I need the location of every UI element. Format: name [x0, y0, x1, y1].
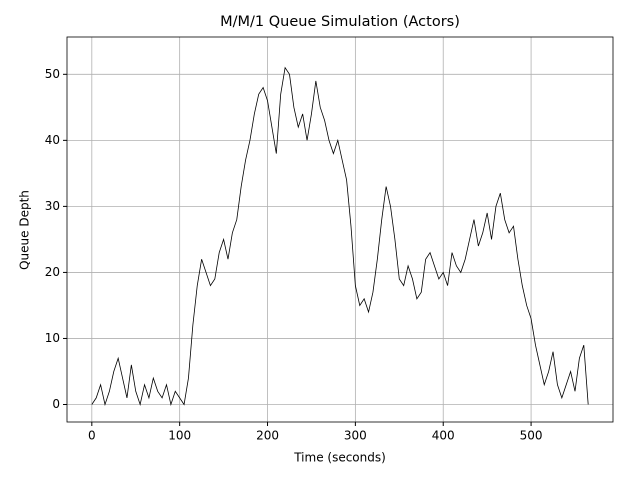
y-tick-label: 10	[45, 331, 60, 345]
x-tick-label: 400	[432, 429, 455, 443]
x-tick-label: 100	[168, 429, 191, 443]
y-tick-label: 50	[45, 67, 60, 81]
y-tick-label: 40	[45, 133, 60, 147]
y-axis-label: Queue Depth	[18, 190, 32, 270]
x-tick-label: 0	[88, 429, 96, 443]
x-tick-label: 300	[344, 429, 367, 443]
x-tick-label: 200	[256, 429, 279, 443]
y-tick-label: 0	[52, 397, 60, 411]
chart-title: M/M/1 Queue Simulation (Actors)	[220, 14, 460, 30]
x-tick-label: 500	[520, 429, 543, 443]
data-line	[91, 66, 589, 406]
x-axis-label: Time (seconds)	[293, 451, 386, 465]
y-tick-label: 20	[45, 265, 60, 279]
plot-frame	[66, 36, 614, 423]
y-tick-label: 30	[45, 199, 60, 213]
